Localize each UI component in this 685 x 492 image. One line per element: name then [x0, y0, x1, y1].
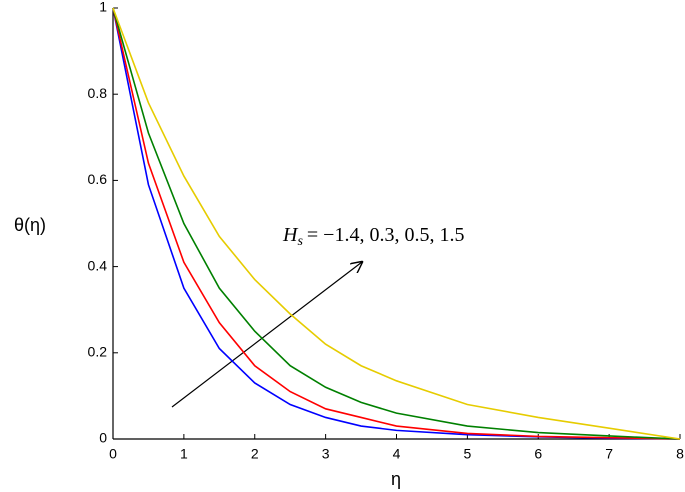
y-axis-label: θ(η): [14, 215, 46, 235]
x-axis-label: η: [391, 469, 401, 489]
y-tick-label: 0.8: [88, 85, 108, 101]
x-tick-label: 3: [322, 446, 330, 462]
x-tick-label: 8: [676, 446, 684, 462]
y-tick-label: 1: [99, 0, 107, 15]
x-tick-label: 2: [251, 446, 259, 462]
curve: [112, 7, 681, 440]
annotation-subscript: s: [297, 234, 303, 249]
annotation-text: = −1.4, 0.3, 0.5, 1.5: [307, 224, 465, 246]
x-tick-label: 7: [605, 446, 613, 462]
y-tick-label: 0.4: [88, 257, 108, 273]
y-tick-label: 0.2: [88, 344, 108, 360]
x-tick-label: 6: [534, 446, 542, 462]
curve: [112, 7, 681, 440]
arrow: [171, 262, 362, 408]
y-tick-label: 0.6: [88, 171, 108, 187]
annotation-symbol: H: [282, 224, 299, 246]
curve: [112, 7, 681, 440]
y-tick-label: 0: [99, 430, 107, 446]
x-tick-label: 0: [109, 446, 117, 462]
x-tick-label: 4: [393, 446, 401, 462]
x-tick-label: 5: [463, 446, 471, 462]
x-tick-label: 1: [180, 446, 188, 462]
annotation: Hs = −1.4, 0.3, 0.5, 1.5: [282, 224, 464, 250]
